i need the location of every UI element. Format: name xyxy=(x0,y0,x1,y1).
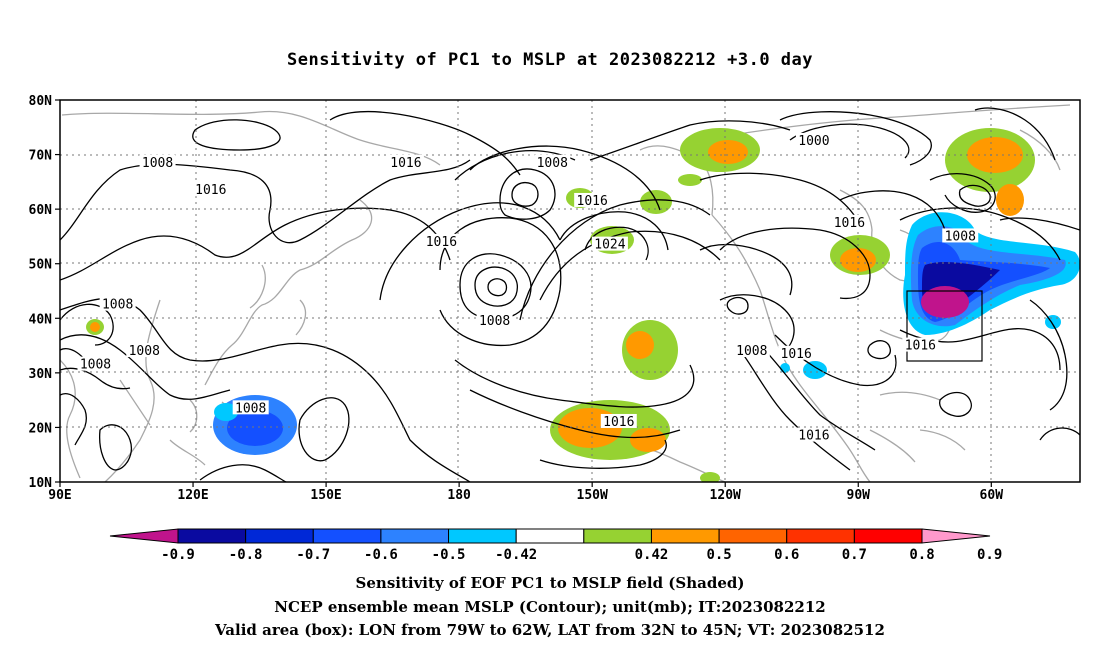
caption-valid-area: Valid area (box): LON from 79W to 62W, L… xyxy=(215,621,885,639)
contour-label-bg xyxy=(600,413,637,428)
map-frame xyxy=(59,99,1081,483)
colorbar-swatch xyxy=(853,528,923,544)
contour-label: 1008 xyxy=(235,401,266,416)
colorbar-swatch xyxy=(515,528,585,544)
colorbar-label: -0.7 xyxy=(296,547,330,563)
colorbar-label: 0.7 xyxy=(842,547,867,563)
contour-label-bg xyxy=(192,182,229,197)
colorbar-label: -0.8 xyxy=(229,547,263,563)
contour-label-bg xyxy=(778,345,815,360)
colorbar-label: 0.5 xyxy=(706,547,731,563)
lon-label: 120W xyxy=(710,488,741,503)
contour-label-bg xyxy=(476,313,513,328)
valid-area-box xyxy=(906,290,983,362)
lon-label: 90E xyxy=(48,488,71,503)
colorbar-swatch xyxy=(718,528,788,544)
page-title: Sensitivity of PC1 to MSLP at 2023082212… xyxy=(286,50,813,70)
colorbar-swatch xyxy=(312,528,382,544)
lon-label: 60W xyxy=(980,488,1004,503)
contour-label: 1008 xyxy=(537,156,568,171)
colorbar-arrow-left xyxy=(109,528,179,544)
caption-shading: Sensitivity of EOF PC1 to MSLP field (Sh… xyxy=(355,574,745,592)
contour-label: 1008 xyxy=(479,314,510,329)
colorbar-label: 0.9 xyxy=(977,547,1002,563)
contour-label: 1016 xyxy=(577,194,608,209)
contour-label-bg xyxy=(733,343,770,358)
colorbar: -0.9 -0.8 -0.7 -0.6 -0.5 -0.42 0.42 0.5 0.6 0.7 0.… xyxy=(109,528,1002,563)
lat-label: 30N xyxy=(29,367,53,382)
contour-label-bg xyxy=(795,427,832,442)
contour-label: 1008 xyxy=(80,358,111,373)
lat-label: 80N xyxy=(29,94,53,109)
colorbar-label: -0.6 xyxy=(364,547,398,563)
colorbar-swatch xyxy=(583,528,652,544)
contour-label: 1008 xyxy=(102,298,133,313)
contour-label-bg xyxy=(902,337,939,352)
contour-label: 1016 xyxy=(781,347,812,362)
contour-label: 1000 xyxy=(798,134,829,149)
colorbar-label: -0.9 xyxy=(161,547,195,563)
contour-label-bg xyxy=(942,228,979,243)
contour-label: 1008 xyxy=(736,344,767,359)
contour-label-bg xyxy=(387,154,424,169)
lon-label: 90W xyxy=(847,488,871,503)
lat-label: 60N xyxy=(29,203,53,218)
contour-label-bg xyxy=(574,192,611,207)
colorbar-swatch xyxy=(448,528,517,544)
contour-label: 1008 xyxy=(129,344,160,359)
contour-label-bg xyxy=(77,356,114,371)
colorbar-label: -0.5 xyxy=(432,547,466,563)
colorbar-swatch xyxy=(177,528,247,544)
contour-label-bg xyxy=(126,343,163,358)
contour-label-bg xyxy=(831,214,868,229)
lat-label: 40N xyxy=(29,312,53,327)
contour-label: 1016 xyxy=(195,183,226,198)
contour-labels: 1008 1016 1016 1008 1000 1016 1016 1024 1016 1008… xyxy=(77,132,979,444)
contour-label-bg xyxy=(139,154,176,169)
map-panel: 1008 1016 1016 1008 1000 1016 1016 1024 1016 1008… xyxy=(60,100,1080,482)
lat-label: 20N xyxy=(29,421,53,436)
lat-label: 50N xyxy=(29,258,53,273)
colorbar-swatch xyxy=(380,528,450,544)
latitude-axis: 80N 70N 60N 50N 40N 30N 20N 10N xyxy=(29,94,60,491)
colorbar-swatch xyxy=(650,528,720,544)
colorbar-swatch xyxy=(245,528,314,544)
contour-label-bg xyxy=(534,154,571,169)
contour-label: 1016 xyxy=(905,339,936,354)
contour-label: 1024 xyxy=(594,238,625,253)
colorbar-label: 0.8 xyxy=(909,547,934,563)
contour-label: 1016 xyxy=(426,235,457,250)
sensitivity-shading xyxy=(86,128,1080,482)
lon-label: 120E xyxy=(177,488,208,503)
contour-label: 1016 xyxy=(603,415,634,430)
contour-label: 1016 xyxy=(798,429,829,444)
contour-label-bg xyxy=(99,296,136,311)
contour-label-bg xyxy=(232,400,269,415)
lon-label: 180 xyxy=(447,488,471,503)
colorbar-label: -0.42 xyxy=(495,547,537,563)
lon-label: 150E xyxy=(310,488,341,503)
colorbar-arrow-right xyxy=(921,528,991,544)
lon-label: 150W xyxy=(577,488,608,503)
lat-label: 70N xyxy=(29,149,53,164)
contour-label: 1016 xyxy=(834,216,865,231)
caption-contour: NCEP ensemble mean MSLP (Contour); unit(… xyxy=(274,598,826,616)
colorbar-label: 0.42 xyxy=(635,547,669,563)
lat-label: 10N xyxy=(29,476,53,491)
contour-label: 1008 xyxy=(945,229,976,244)
contour-label-bg xyxy=(423,233,460,248)
contour-label-bg xyxy=(591,236,628,251)
colorbar-swatch xyxy=(786,528,855,544)
contour-label: 1008 xyxy=(142,156,173,171)
longitude-axis: 90E 120E 150E 180 150W 120W 90W 60W xyxy=(48,482,1003,503)
colorbar-label: 0.6 xyxy=(774,547,799,563)
contour-label-bg xyxy=(795,132,832,147)
contour-label: 1016 xyxy=(390,156,421,171)
